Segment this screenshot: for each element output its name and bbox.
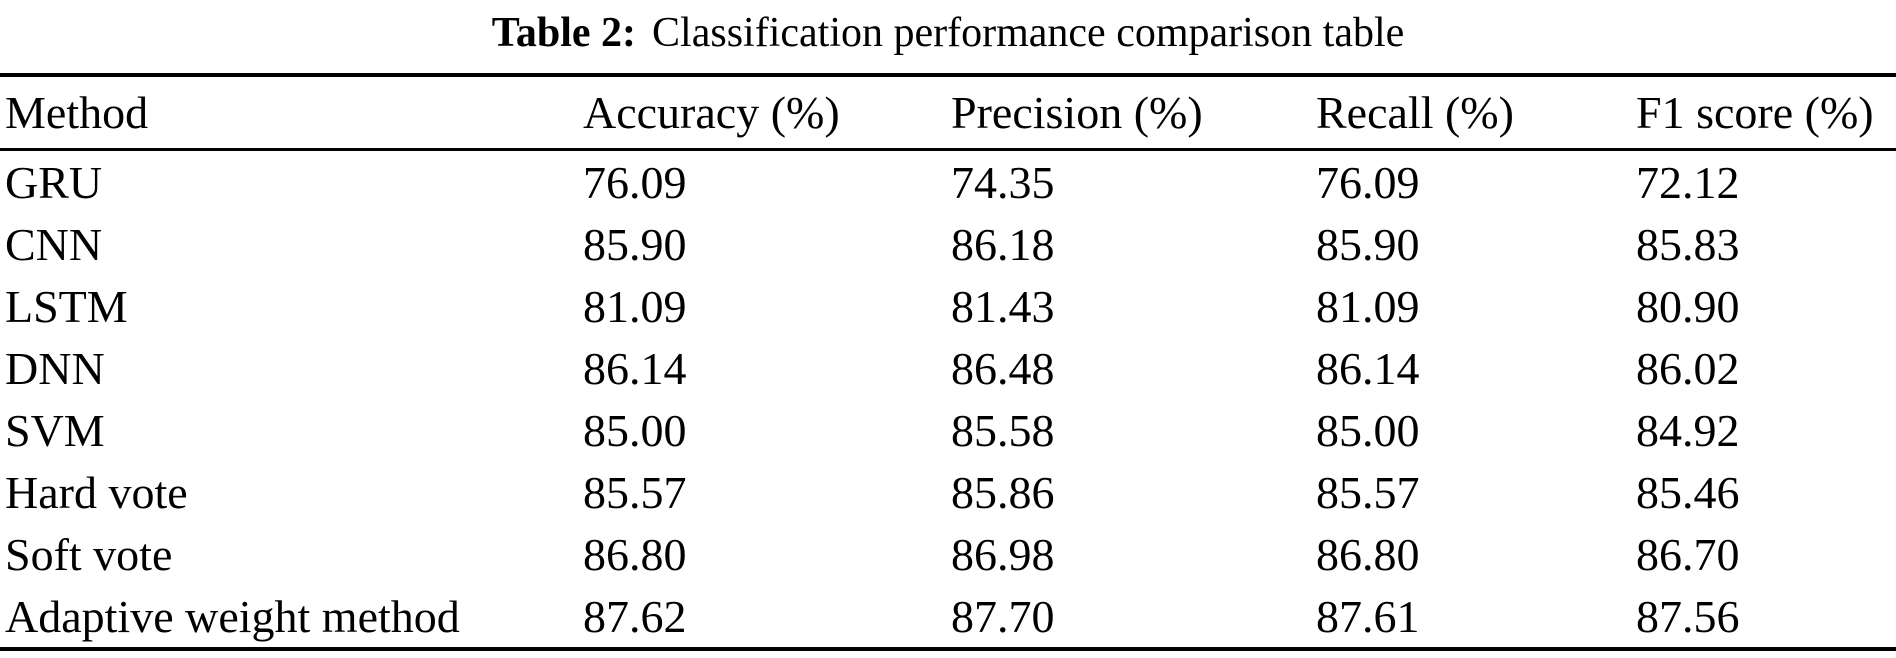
- header-row: Method Accuracy (%) Precision (%) Recall…: [0, 75, 1896, 151]
- method-cell: DNN: [5, 342, 105, 394]
- precision-cell: 85.86: [951, 466, 1055, 518]
- accuracy-cell: 76.09: [583, 156, 687, 208]
- col-header-f1: F1 score (%): [1636, 75, 1896, 151]
- table-row: GRU 76.09 74.35 76.09 72.12: [0, 150, 1896, 214]
- performance-table: Method Accuracy (%) Precision (%) Recall…: [0, 73, 1896, 651]
- f1-cell: 85.83: [1636, 218, 1740, 270]
- table-row: LSTM 81.09 81.43 81.09 80.90: [0, 275, 1896, 337]
- f1-cell: 87.56: [1636, 590, 1740, 642]
- table-row: Hard vote 85.57 85.86 85.57 85.46: [0, 461, 1896, 523]
- method-cell: Hard vote: [5, 466, 188, 518]
- method-cell: CNN: [5, 218, 103, 270]
- accuracy-cell: 86.80: [583, 528, 687, 580]
- recall-cell: 85.57: [1316, 466, 1420, 518]
- table-row: SVM 85.00 85.58 85.00 84.92: [0, 399, 1896, 461]
- precision-cell: 81.43: [951, 280, 1055, 332]
- precision-cell: 87.70: [951, 590, 1055, 642]
- accuracy-cell: 81.09: [583, 280, 687, 332]
- col-header-recall: Recall (%): [1316, 75, 1636, 151]
- f1-cell: 84.92: [1636, 404, 1740, 456]
- recall-cell: 76.09: [1316, 156, 1420, 208]
- table-row: Soft vote 86.80 86.98 86.80 86.70: [0, 523, 1896, 585]
- method-cell: SVM: [5, 404, 105, 456]
- recall-cell: 86.80: [1316, 528, 1420, 580]
- method-cell: Adaptive weight method: [5, 590, 460, 642]
- table-caption-label: Table 2:: [491, 10, 637, 56]
- table-row: Adaptive weight method 87.62 87.70 87.61…: [0, 585, 1896, 649]
- precision-cell: 85.58: [951, 404, 1055, 456]
- precision-cell: 86.98: [951, 528, 1055, 580]
- method-cell: LSTM: [5, 280, 128, 332]
- col-header-precision: Precision (%): [951, 75, 1316, 151]
- accuracy-cell: 85.57: [583, 466, 687, 518]
- recall-cell: 85.00: [1316, 404, 1420, 456]
- col-header-accuracy: Accuracy (%): [583, 75, 951, 151]
- precision-cell: 86.18: [951, 218, 1055, 270]
- accuracy-cell: 85.90: [583, 218, 687, 270]
- f1-cell: 72.12: [1636, 156, 1740, 208]
- f1-cell: 85.46: [1636, 466, 1740, 518]
- recall-cell: 87.61: [1316, 590, 1420, 642]
- table-row: CNN 85.90 86.18 85.90 85.83: [0, 213, 1896, 275]
- method-cell: Soft vote: [5, 528, 173, 580]
- accuracy-cell: 87.62: [583, 590, 687, 642]
- accuracy-cell: 86.14: [583, 342, 687, 394]
- method-cell: GRU: [5, 156, 103, 208]
- table-row: DNN 86.14 86.48 86.14 86.02: [0, 337, 1896, 399]
- recall-cell: 81.09: [1316, 280, 1420, 332]
- precision-cell: 86.48: [951, 342, 1055, 394]
- table-caption: Table 2: Classification performance compa…: [0, 2, 1896, 68]
- f1-cell: 86.70: [1636, 528, 1740, 580]
- col-header-method: Method: [0, 75, 583, 151]
- precision-cell: 74.35: [951, 156, 1055, 208]
- table-caption-text: Classification performance comparison ta…: [652, 10, 1405, 56]
- recall-cell: 86.14: [1316, 342, 1420, 394]
- recall-cell: 85.90: [1316, 218, 1420, 270]
- f1-cell: 86.02: [1636, 342, 1740, 394]
- f1-cell: 80.90: [1636, 280, 1740, 332]
- accuracy-cell: 85.00: [583, 404, 687, 456]
